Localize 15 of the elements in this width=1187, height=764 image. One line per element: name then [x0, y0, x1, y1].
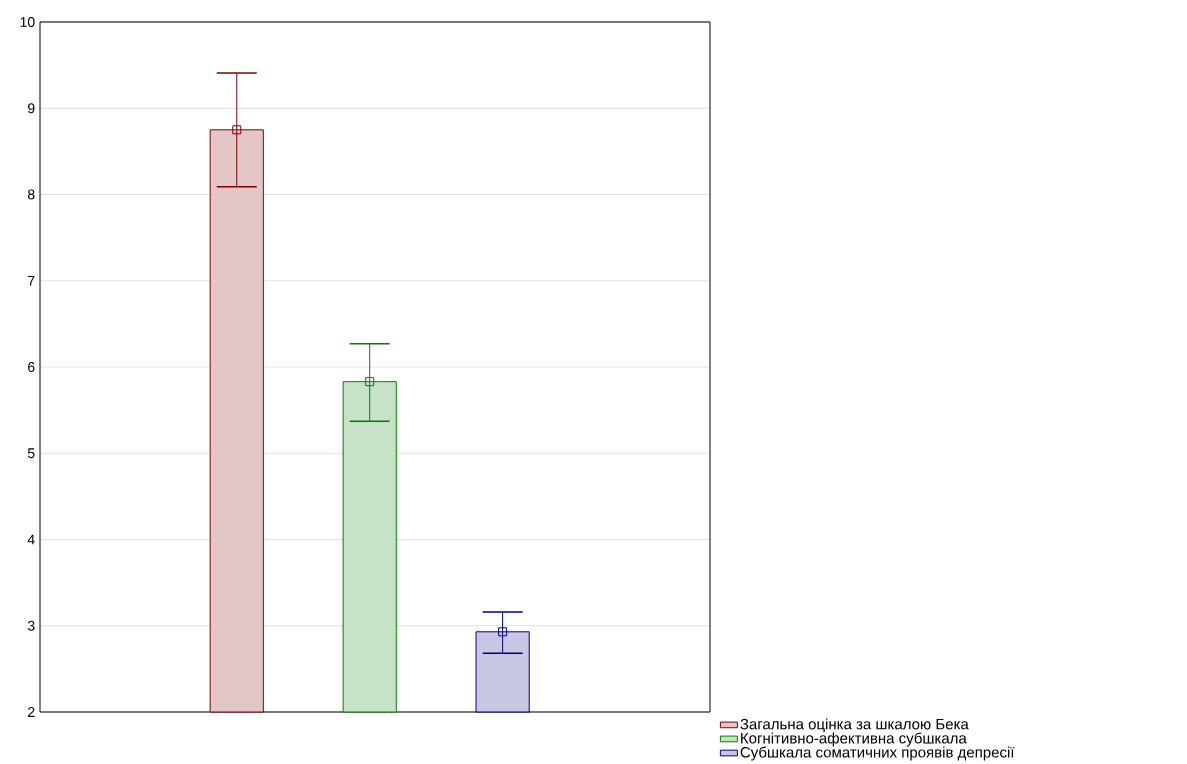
legend-label: Субшкала соматичних проявів депресії [740, 746, 1015, 761]
y-tick-label: 6 [28, 362, 35, 373]
y-tick-label: 3 [27, 621, 35, 631]
y-tick-label: 2 [28, 707, 35, 718]
point [365, 377, 375, 387]
point [498, 627, 508, 637]
y-tick-label: 9 [28, 103, 35, 114]
y-tick-label: 7 [28, 276, 35, 286]
y-tick-label: 8 [27, 189, 35, 200]
legend-label: Загальна оцінка за шкалою Бека [740, 718, 969, 733]
y-tick-label: 4 [27, 534, 35, 545]
point [232, 125, 242, 135]
legend-label: Когнітивно-афективна субшкала [741, 732, 967, 747]
y-tick-label: 10 [20, 17, 35, 28]
y-tick-label: 5 [27, 448, 35, 459]
